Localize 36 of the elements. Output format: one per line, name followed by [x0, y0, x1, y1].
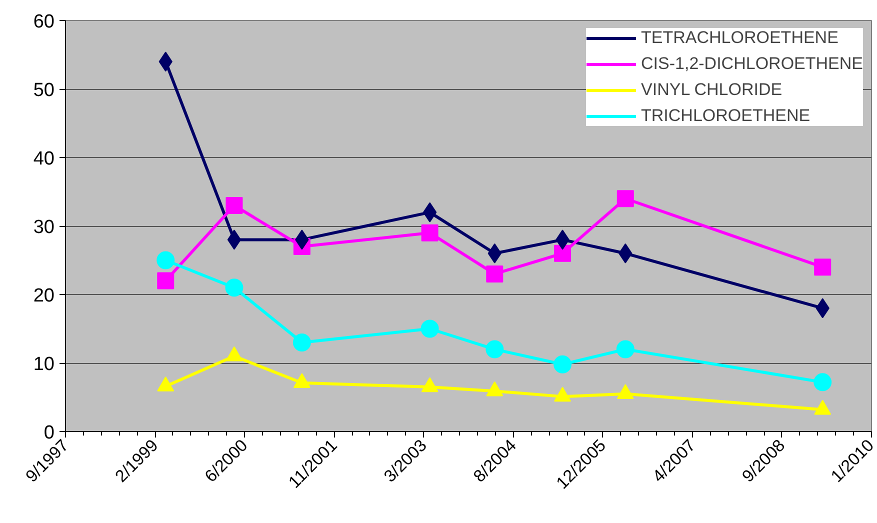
point	[554, 355, 572, 374]
point	[616, 340, 634, 358]
legend-label: TRICHLOROETHENE	[641, 106, 810, 126]
point	[157, 376, 174, 392]
y-tick-label: 40	[33, 148, 55, 170]
legend-label: VINYL CHLORIDE	[641, 80, 782, 100]
point	[554, 244, 572, 262]
legend-label: TETRACHLOROETHENE	[641, 28, 838, 48]
point	[225, 278, 244, 297]
y-tick-label: 20	[33, 286, 55, 306]
point	[227, 230, 242, 250]
legend-label: CIS-1,2-DICHLOROETHENE	[641, 54, 863, 74]
y-tick-label: 0	[44, 422, 55, 444]
point	[226, 196, 243, 214]
point	[616, 384, 634, 399]
point	[420, 320, 439, 338]
point	[814, 400, 832, 415]
point	[486, 381, 504, 396]
point	[421, 224, 438, 242]
point	[554, 386, 572, 402]
point	[422, 202, 437, 222]
y-tick-label: 60	[33, 12, 55, 32]
point	[486, 340, 504, 358]
y-tick-label: 30	[33, 217, 55, 238]
y-tick-label: 10	[33, 354, 55, 375]
y-tick-label: 50	[33, 80, 55, 101]
point	[292, 333, 311, 352]
point	[156, 251, 175, 270]
point	[814, 258, 832, 276]
point	[293, 373, 310, 388]
point	[226, 346, 243, 362]
point	[616, 190, 634, 208]
point	[157, 272, 174, 290]
point	[814, 373, 832, 392]
point	[486, 265, 504, 282]
point	[421, 377, 438, 392]
